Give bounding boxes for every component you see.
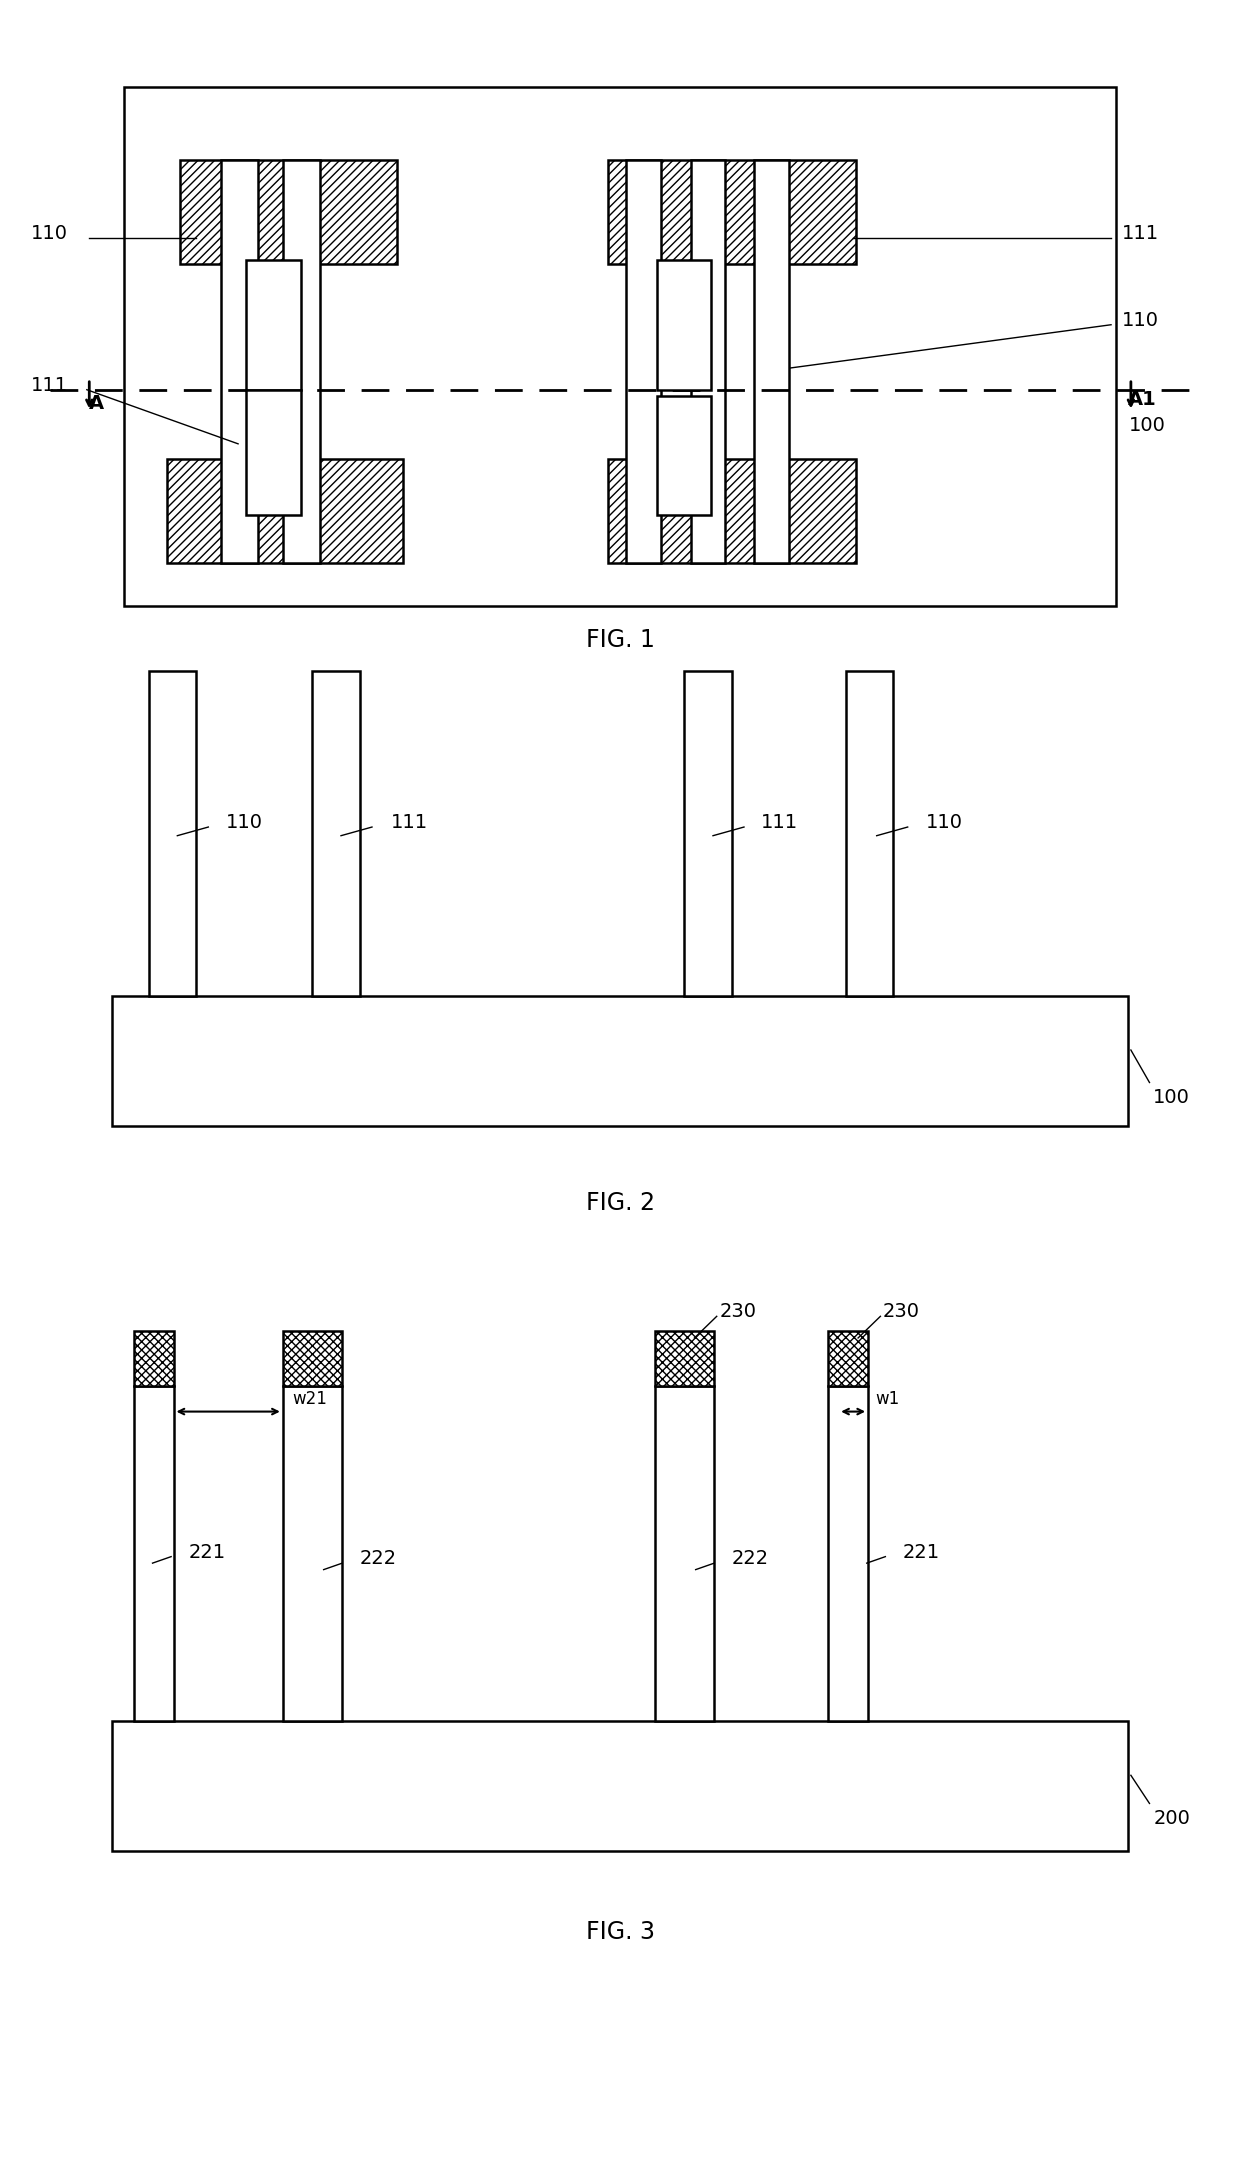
Bar — [657, 396, 711, 515]
Text: FIG. 1: FIG. 1 — [585, 628, 655, 652]
Bar — [283, 1386, 342, 1721]
Text: 100: 100 — [1153, 1089, 1190, 1106]
Text: 111: 111 — [31, 377, 68, 394]
Text: 100: 100 — [1128, 416, 1166, 435]
Bar — [312, 671, 360, 996]
Text: 221: 221 — [903, 1544, 940, 1561]
Text: A: A — [89, 394, 104, 414]
Text: w1: w1 — [875, 1390, 900, 1407]
Bar — [828, 1386, 868, 1721]
Bar — [626, 160, 661, 563]
Bar — [608, 459, 856, 563]
Text: FIG. 2: FIG. 2 — [585, 1191, 655, 1215]
Text: 221: 221 — [188, 1544, 226, 1561]
Bar — [221, 160, 258, 563]
Bar — [134, 1386, 174, 1721]
Text: 110: 110 — [926, 814, 963, 831]
Text: 222: 222 — [732, 1550, 769, 1567]
Bar — [691, 160, 725, 563]
Bar — [846, 671, 893, 996]
Text: 230: 230 — [719, 1303, 756, 1321]
Bar — [112, 1721, 1128, 1851]
Text: 111: 111 — [761, 814, 799, 831]
Text: A1: A1 — [1128, 390, 1157, 409]
Bar — [655, 1331, 714, 1386]
Text: FIG. 3: FIG. 3 — [585, 1920, 655, 1944]
Bar — [608, 160, 856, 264]
Bar — [246, 260, 301, 390]
Bar — [657, 260, 711, 390]
Text: w21: w21 — [293, 1390, 327, 1407]
Text: 110: 110 — [1122, 312, 1159, 329]
Text: 200: 200 — [1153, 1810, 1190, 1827]
Bar — [754, 160, 789, 563]
Bar — [246, 390, 301, 515]
Bar — [167, 459, 403, 563]
Text: 222: 222 — [360, 1550, 397, 1567]
Bar — [655, 1386, 714, 1721]
Bar — [134, 1331, 174, 1386]
Bar — [684, 671, 732, 996]
Bar — [283, 160, 320, 563]
Bar — [828, 1331, 868, 1386]
Bar — [149, 671, 196, 996]
Bar — [124, 87, 1116, 606]
Text: 111: 111 — [391, 814, 428, 831]
Text: 230: 230 — [883, 1303, 920, 1321]
Text: 111: 111 — [1122, 225, 1159, 242]
Bar — [112, 996, 1128, 1126]
Bar — [180, 160, 397, 264]
Text: 110: 110 — [226, 814, 263, 831]
Bar — [283, 1331, 342, 1386]
Text: 110: 110 — [31, 225, 68, 242]
